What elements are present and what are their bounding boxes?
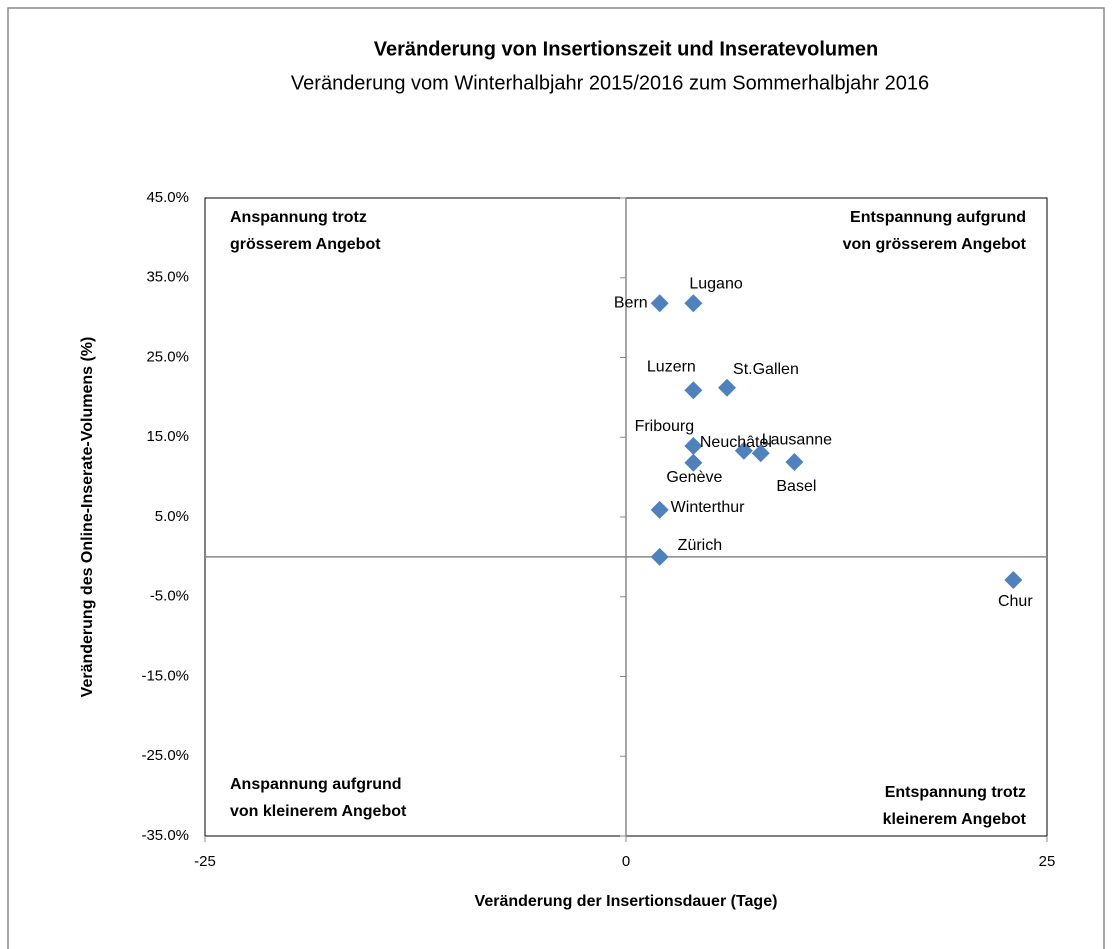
- quadrant-annotation: kleinerem Angebot: [883, 811, 1027, 828]
- point-label: St.Gallen: [733, 361, 799, 378]
- point-label: Neuchâtel: [700, 434, 772, 451]
- point-label: Luzern: [647, 358, 696, 375]
- point-label: Genève: [666, 469, 722, 486]
- chart-frame: [7, 7, 1105, 949]
- quadrant-annotation: grösserem Angebot: [230, 236, 381, 253]
- x-tick-label: -25: [194, 853, 216, 870]
- point-label: Bern: [614, 294, 648, 311]
- quadrant-annotation: von kleinerem Angebot: [230, 803, 407, 820]
- x-tick-label: 25: [1039, 853, 1056, 870]
- point: [751, 444, 770, 463]
- point: [650, 547, 669, 566]
- point-label: Winterthur: [671, 499, 745, 516]
- point: [650, 294, 669, 313]
- point-label: Basel: [776, 478, 816, 495]
- point-label: Lausanne: [762, 431, 832, 448]
- point: [684, 453, 703, 472]
- point: [718, 378, 737, 397]
- quadrant-annotation: Anspannung trotz: [230, 209, 367, 226]
- y-axis-title: Veränderung des Online-Inserate-Volumens…: [79, 337, 96, 698]
- point: [734, 441, 753, 460]
- y-tick-label: 15.0%: [146, 428, 189, 445]
- y-tick-label: 35.0%: [146, 269, 189, 286]
- chart-subtitle: Veränderung vom Winterhalbjahr 2015/2016…: [291, 72, 929, 94]
- point: [684, 381, 703, 400]
- quadrant-annotation: von grösserem Angebot: [843, 236, 1027, 253]
- point: [1004, 571, 1023, 590]
- y-tick-label: -5.0%: [150, 588, 189, 605]
- point: [684, 437, 703, 456]
- quadrant-annotation: Anspannung aufgrund: [230, 776, 402, 793]
- y-tick-label: -15.0%: [141, 667, 189, 684]
- y-tick-label: -25.0%: [141, 747, 189, 764]
- quadrant-annotation: Entspannung trotz: [885, 784, 1026, 801]
- point-label: Lugano: [689, 275, 742, 292]
- point-label: Zürich: [678, 537, 722, 554]
- y-tick-label: -35.0%: [141, 827, 189, 844]
- point-label: Fribourg: [635, 418, 695, 435]
- x-axis-title: Veränderung der Insertionsdauer (Tage): [475, 893, 778, 910]
- point: [785, 452, 804, 471]
- point: [684, 294, 703, 313]
- point-label: Chur: [998, 593, 1033, 610]
- chart-title: Veränderung von Insertionszeit und Inser…: [374, 38, 879, 60]
- x-tick-label: 0: [622, 853, 630, 870]
- y-tick-label: 25.0%: [146, 348, 189, 365]
- point: [650, 500, 669, 519]
- quadrant-annotation: Entspannung aufgrund: [850, 209, 1026, 226]
- y-tick-label: 45.0%: [146, 189, 189, 206]
- y-tick-label: 5.0%: [155, 508, 189, 525]
